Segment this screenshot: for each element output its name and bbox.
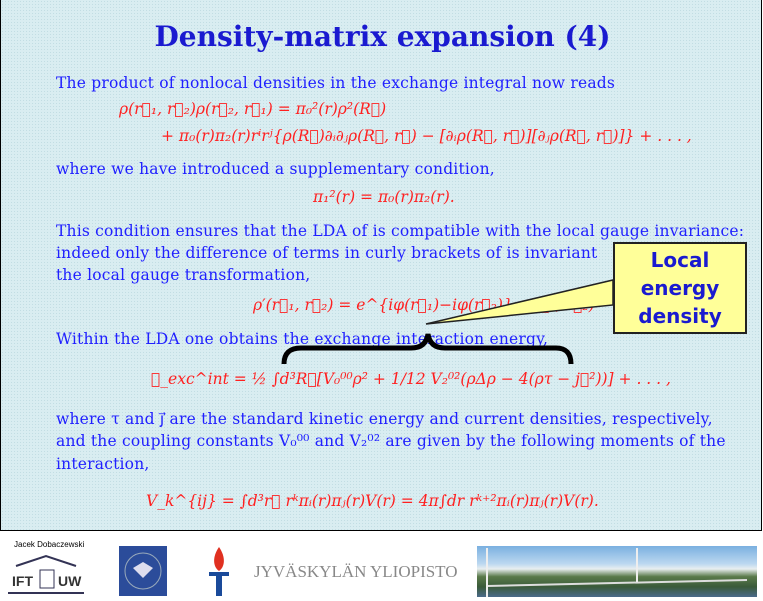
equation-1b: + π₀(r)π₂(r)rⁱrʲ{ρ(R⃗)∂ᵢ∂ⱼρ(R⃗, r⃗) − [∂…	[161, 127, 692, 145]
slide-title: Density-matrix expansion (4)	[154, 20, 611, 53]
slide: Density-matrix expansion (4) The product…	[0, 0, 762, 531]
campus-photo	[477, 546, 757, 597]
equation-1a: ρ(r⃗₁, r⃗₂)ρ(r⃗₂, r⃗₁) = π₀²(r)ρ²(R⃗)	[119, 100, 387, 118]
text-line: where we have introduced a supplementary…	[56, 160, 495, 178]
author-name: Jacek Dobaczewski	[14, 540, 85, 549]
text-line: the local gauge transformation,	[56, 266, 311, 284]
text-line: interaction,	[56, 455, 150, 473]
torch-icon	[204, 545, 234, 597]
warsaw-university-emblem	[119, 546, 167, 596]
callout-line: Local	[650, 248, 710, 272]
callout-box: Local energy density	[613, 242, 747, 334]
curly-brace	[281, 333, 574, 365]
text-line: indeed only the difference of terms in c…	[56, 244, 598, 262]
equation-2: π₁²(r) = π₀(r)π₂(r).	[313, 188, 455, 206]
equation-4: ℰ_exc^int = ½ ∫d³R⃗[V₀⁰⁰ρ² + 1/12 V₂⁰²(ρ…	[151, 370, 671, 388]
text-line: where τ and j⃗ are the standard kinetic …	[56, 410, 713, 428]
text-line: The product of nonlocal densities in the…	[56, 74, 616, 92]
text-line: This condition ensures that the LDA of i…	[56, 222, 745, 240]
callout-line: density	[638, 304, 722, 328]
callout-line: energy	[640, 276, 720, 300]
equation-5: V_k^{ij} = ∫d³r⃗ rᵏπᵢ(r)πⱼ(r)V(r) = 4π∫d…	[146, 492, 599, 510]
svg-text:UW: UW	[58, 573, 82, 589]
university-name: JYVÄSKYLÄN YLIOPISTO	[254, 562, 458, 581]
ift-logo-text: IFT	[12, 573, 33, 589]
text-line: and the coupling constants V₀⁰⁰ and V₂⁰²…	[56, 432, 726, 450]
ift-uw-logo: IFT UW	[8, 554, 84, 594]
